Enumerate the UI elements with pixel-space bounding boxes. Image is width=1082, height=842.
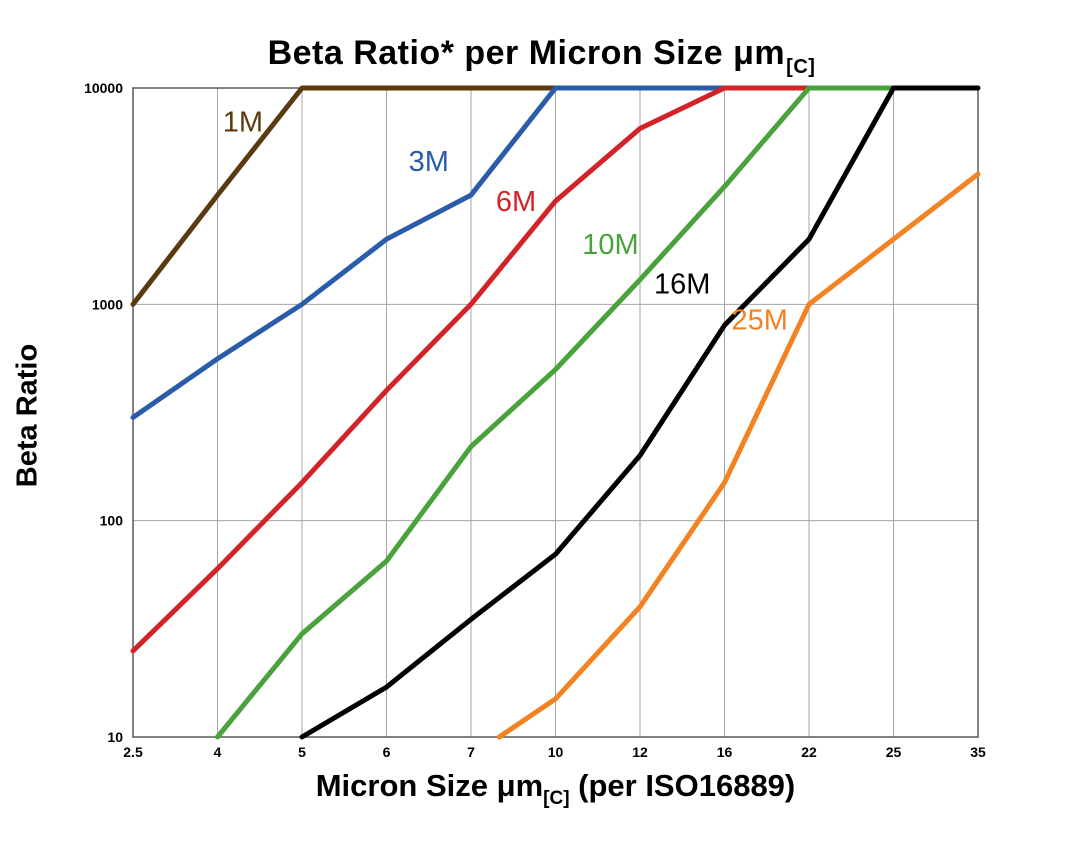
y-tick-labels: 10 100 1000 10000 — [84, 80, 123, 745]
y-tick-label: 10000 — [84, 80, 123, 96]
x-tick-label: 7 — [467, 744, 475, 760]
x-tick-label: 5 — [298, 744, 306, 760]
chart-title: Beta Ratio* per Micron Size μm[C] — [0, 34, 1082, 78]
series-label-1M: 1M — [223, 107, 263, 139]
x-tick-label: 6 — [383, 744, 391, 760]
chart-title-subscript: [C] — [786, 56, 816, 78]
chart-title-main: Beta Ratio* per Micron Size μm — [267, 34, 786, 72]
x-tick-label: 25 — [886, 744, 902, 760]
x-tick-label: 4 — [214, 744, 222, 760]
series-line-6M — [130, 85, 812, 654]
y-tick-label: 100 — [100, 513, 124, 529]
series-label-10M: 10M — [582, 229, 638, 261]
series-lines — [130, 85, 981, 740]
x-axis-title-pre: Micron Size μm — [315, 768, 544, 803]
series-line-3M — [130, 85, 727, 420]
x-tick-label: 12 — [632, 744, 648, 760]
gridlines — [132, 87, 979, 738]
x-tick-label: 16 — [717, 744, 733, 760]
series-label-6M: 6M — [496, 186, 536, 218]
x-tick-label: 2.5 — [123, 744, 143, 760]
x-tick-label: 35 — [970, 744, 986, 760]
x-tick-label: 10 — [548, 744, 564, 760]
x-axis-title: Micron Size μm[C] (per ISO16889) — [133, 768, 978, 809]
x-tick-label: 22 — [801, 744, 817, 760]
series-line-16M — [299, 85, 981, 740]
series-label-3M: 3M — [409, 146, 449, 178]
y-tick-label: 1000 — [92, 296, 123, 312]
series-labels: 1M 3M 6M 10M 16M 25M — [223, 107, 788, 337]
y-tick-label: 10 — [107, 729, 123, 745]
series-label-25M: 25M — [731, 305, 787, 337]
series-line-25M — [496, 171, 981, 740]
series-line-10M — [215, 85, 896, 740]
x-axis-title-subscript: [C] — [543, 788, 570, 809]
series-line-1M — [130, 85, 558, 307]
series-label-16M: 16M — [654, 268, 710, 300]
x-tick-labels: 2.5 4 5 6 7 10 12 16 22 25 35 — [123, 744, 986, 760]
x-axis-title-post: (per ISO16889) — [569, 768, 796, 803]
